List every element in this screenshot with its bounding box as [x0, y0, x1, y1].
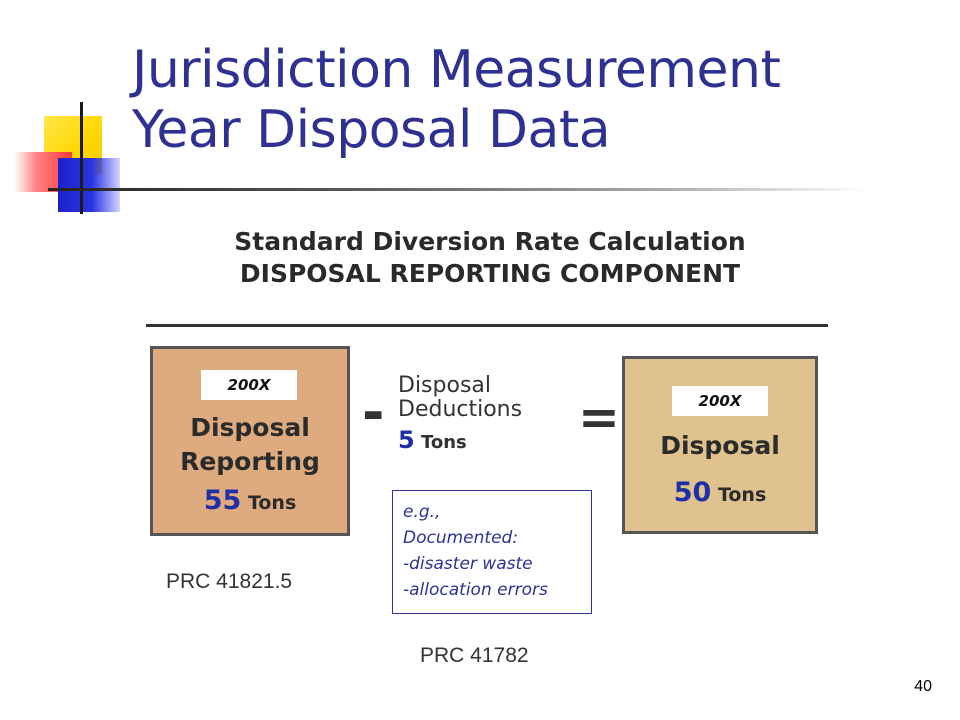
page-number: 40 — [914, 678, 932, 695]
minus-operator: - — [362, 381, 385, 444]
title-underline — [48, 188, 868, 191]
disposal-result-number: 50 — [673, 477, 712, 508]
decor-blue-square — [58, 158, 120, 212]
example-line-1: e.g., — [403, 502, 441, 522]
disposal-reporting-number: 55 — [203, 485, 242, 516]
diagram-heading: Standard Diversion Rate Calculation DISP… — [150, 226, 830, 290]
disposal-result-amount: 50 Tons — [625, 477, 815, 508]
disposal-deductions: Disposal Deductions 5 Tons — [398, 374, 578, 455]
reference-prc-41821-5: PRC 41821.5 — [166, 570, 293, 593]
disposal-reporting-box: Disposal Reporting 55 Tons — [150, 346, 350, 536]
slide-title-line-2: Year Disposal Data — [132, 100, 611, 160]
slide-title-line-1: Jurisdiction Measurement — [132, 40, 781, 100]
equals-operator: = — [578, 388, 620, 446]
reference-prc-41782: PRC 41782 — [420, 644, 529, 667]
diagram-heading-line-2: DISPOSAL REPORTING COMPONENT — [239, 259, 741, 288]
year-tag-left: 200X — [201, 370, 297, 400]
disposal-reporting-label: Disposal Reporting — [153, 411, 347, 479]
decor-vertical-line — [80, 102, 83, 214]
disposal-reporting-amount: 55 Tons — [153, 485, 347, 516]
disposal-reporting-label-line-1: Disposal — [190, 413, 310, 442]
disposal-result-label: Disposal — [660, 431, 780, 460]
disposal-deductions-unit: Tons — [420, 432, 467, 453]
disposal-result-unit: Tons — [717, 484, 767, 506]
disposal-result-box: Disposal 50 Tons — [622, 356, 818, 534]
example-line-4: -allocation errors — [403, 580, 548, 600]
example-line-3: -disaster waste — [403, 554, 533, 574]
year-tag-right: 200X — [672, 386, 768, 416]
disposal-reporting-label-line-2: Reporting — [180, 447, 320, 476]
diagram-rule — [146, 324, 828, 327]
disposal-deductions-number: 5 — [398, 426, 415, 454]
deduction-examples-box: e.g., Documented: -disaster waste -alloc… — [392, 490, 592, 614]
disposal-reporting-unit: Tons — [247, 492, 297, 514]
disposal-deductions-label-line-2: Deductions — [398, 397, 523, 422]
disposal-deductions-amount: 5 Tons — [398, 428, 578, 455]
diagram-heading-line-1: Standard Diversion Rate Calculation — [234, 227, 746, 256]
example-line-2: Documented: — [403, 528, 519, 548]
disposal-deductions-label-line-1: Disposal — [398, 373, 491, 398]
slide-title: Jurisdiction Measurement Year Disposal D… — [132, 40, 932, 160]
